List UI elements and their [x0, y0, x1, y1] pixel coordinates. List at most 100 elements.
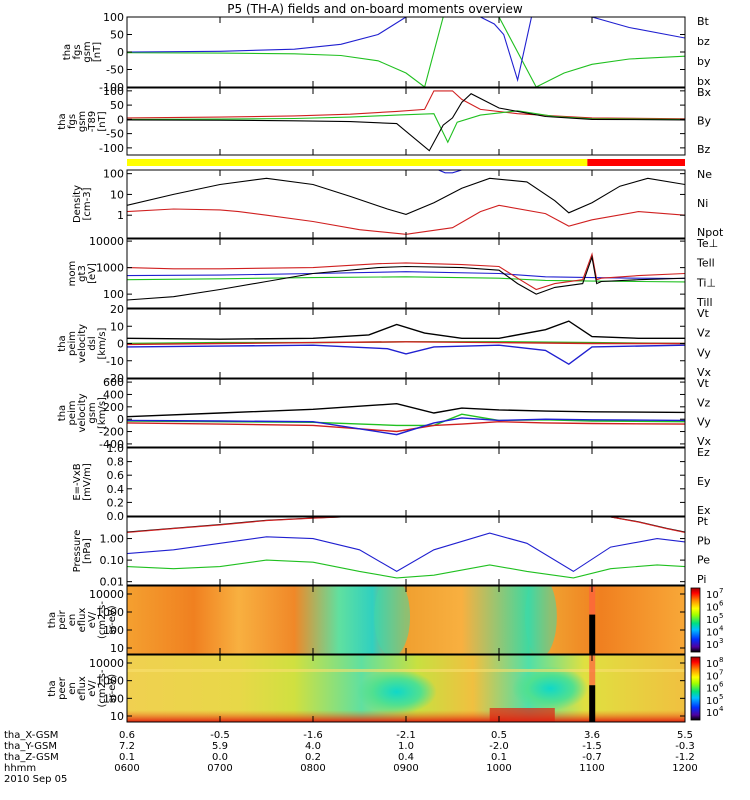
y-tick-label: 10000 [89, 235, 124, 248]
y-tick-label: 10 [110, 710, 124, 723]
y-axis-label: en [67, 682, 78, 695]
colorbar-1 [690, 587, 701, 653]
y-tick-label: 200 [103, 401, 124, 414]
colorbar-tick-exponent: 6 [719, 681, 724, 689]
legend-bz: Bz [697, 143, 711, 156]
series-vz-line [127, 420, 685, 433]
y-axis-label: -T89 [87, 111, 98, 133]
y-tick-label: -200 [99, 426, 124, 439]
orbit-value: -0.3 [675, 741, 695, 752]
orbit-row-name: hhmm [4, 763, 36, 774]
y-axis-label: [eV] [87, 263, 98, 284]
orbit-value: 0600 [114, 763, 139, 774]
panel-7-frame [126, 447, 686, 517]
panel-1-frame [126, 16, 686, 88]
colorbar-tick-exponent: 7 [719, 587, 723, 595]
y-axis-label: fgs [67, 114, 78, 129]
orbit-value: 5.9 [212, 741, 228, 752]
y-tick-label: 1.00 [100, 533, 125, 546]
panel-3-series [127, 170, 685, 235]
y-axis-label: tha [47, 680, 58, 696]
y-tick-label: 50 [110, 29, 124, 42]
panel-8-series [127, 517, 685, 579]
orbit-value: 0800 [300, 763, 325, 774]
legend-pb: Pb [697, 534, 711, 547]
series-bx-line [127, 93, 685, 152]
legend-ez: Ez [697, 446, 710, 459]
y-tick-label: -10 [106, 355, 124, 368]
y-tick-label: 1.0 [107, 442, 125, 455]
y-axis-label: E=-VxB [72, 463, 83, 500]
orbit-row-name: tha_X-GSM [4, 730, 58, 741]
y-axis-label: [km/s] [97, 397, 108, 429]
y-tick-label: 0.4 [107, 483, 125, 496]
y-axis-label: eV/ [87, 611, 98, 628]
orbit-value: 4.0 [305, 741, 321, 752]
colorbar-tick-base: 10 [706, 615, 719, 626]
legend-vz: Vz [697, 396, 711, 409]
y-axis-label: [nT] [97, 111, 108, 131]
legend-ni: Ni [697, 197, 708, 210]
orbit-value: 0.5 [491, 730, 507, 741]
colorbar-tick-exponent: 5 [719, 693, 723, 701]
legend-vt: Vt [697, 377, 710, 390]
y-tick-label: 20 [110, 303, 124, 316]
panel-3-frame [126, 169, 686, 239]
colorbar-tick-base: 10 [706, 603, 719, 614]
series-pe-line [127, 559, 685, 579]
legend-ey: Ey [697, 475, 711, 488]
panel-2-frame [126, 87, 686, 156]
legend-ex: Ex [697, 504, 711, 517]
y-tick-label: 0.2 [107, 496, 125, 509]
panel-2-series [127, 90, 685, 152]
y-axis-label: peir [57, 609, 68, 629]
y-axis-label: en [67, 614, 78, 627]
y-axis-label: tha [57, 113, 68, 129]
orbit-value: -2.1 [396, 730, 416, 741]
legend-bt: Bt [697, 15, 710, 28]
y-tick-label: 100 [103, 11, 124, 24]
y-axis-label: sr-eV) [107, 605, 118, 634]
y-axis-label: tha [57, 335, 68, 351]
y-axis-label: dsl [87, 336, 98, 350]
panel-6-series [127, 402, 685, 436]
y-axis-label: velocity [77, 324, 88, 363]
legend-bx: bx [697, 75, 711, 88]
y-tick-label: 1 [117, 209, 124, 222]
y-tick-label: 0.8 [107, 456, 125, 469]
series-ni-line [127, 177, 685, 215]
colorbar-2 [690, 656, 701, 721]
y-tick-label: 0.6 [107, 469, 125, 482]
y-tick-label: 100 [103, 624, 124, 637]
spectrogram-2 [127, 655, 685, 722]
spectrogram-1 [127, 586, 685, 654]
series-tell-line [127, 254, 685, 301]
series-ti⊥-line [127, 271, 685, 280]
y-axis-label: gt3 [77, 265, 88, 282]
colorbar-tick-base: 10 [706, 628, 719, 639]
y-tick-label: 100 [103, 288, 124, 301]
y-axis-label: mom [67, 261, 78, 287]
y-tick-label: 0.0 [107, 510, 125, 523]
orbit-row-name: tha_Y-GSM [4, 741, 57, 752]
y-axis-label: [km/s] [97, 327, 108, 359]
y-axis-label: [nPa] [82, 538, 93, 564]
orbit-value: 1100 [579, 763, 604, 774]
orbit-value: 3.6 [584, 730, 600, 741]
y-tick-label: 0 [117, 413, 124, 426]
y-axis-label: eV/ [87, 680, 98, 697]
mode-bar-slow [127, 159, 588, 166]
y-tick-label: 0 [117, 338, 124, 351]
date-label: 2010 Sep 05 [4, 774, 67, 785]
y-axis-label: tha [62, 44, 73, 60]
colorbar-tick-exponent: 8 [719, 656, 723, 664]
series-pb-line [127, 517, 685, 534]
y-tick-label: 10 [110, 320, 124, 333]
orbit-value: 1000 [486, 763, 511, 774]
series-vx-line [127, 344, 685, 366]
y-axis-label: [mV/m] [82, 463, 93, 501]
series-vt-line [127, 402, 685, 418]
y-axis-label: Density [72, 185, 83, 223]
series-vt-line [127, 320, 685, 340]
